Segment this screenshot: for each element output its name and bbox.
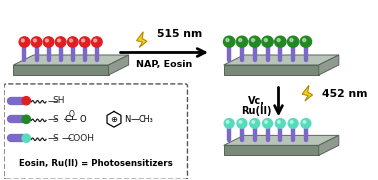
Polygon shape bbox=[14, 65, 108, 75]
Circle shape bbox=[239, 121, 242, 123]
Text: —: — bbox=[48, 96, 57, 106]
Polygon shape bbox=[136, 32, 147, 47]
Circle shape bbox=[22, 134, 31, 142]
Circle shape bbox=[275, 36, 286, 47]
Text: 452 nm: 452 nm bbox=[322, 89, 368, 99]
Circle shape bbox=[249, 36, 260, 47]
Circle shape bbox=[262, 36, 273, 47]
Text: ⊕: ⊕ bbox=[110, 115, 118, 124]
Circle shape bbox=[94, 39, 97, 42]
Circle shape bbox=[57, 39, 60, 42]
Circle shape bbox=[70, 39, 73, 42]
Circle shape bbox=[223, 36, 235, 47]
Circle shape bbox=[290, 39, 293, 42]
Circle shape bbox=[43, 37, 54, 47]
Text: O: O bbox=[69, 110, 74, 119]
Polygon shape bbox=[319, 55, 339, 75]
Text: COOH: COOH bbox=[67, 134, 94, 143]
Text: C: C bbox=[64, 115, 70, 124]
Polygon shape bbox=[224, 145, 319, 155]
Circle shape bbox=[67, 37, 78, 47]
Circle shape bbox=[91, 37, 102, 47]
Text: SH: SH bbox=[53, 96, 65, 105]
Polygon shape bbox=[224, 135, 339, 145]
Text: NAP, Eosin: NAP, Eosin bbox=[136, 60, 192, 69]
Circle shape bbox=[303, 121, 306, 123]
Polygon shape bbox=[14, 55, 129, 65]
Circle shape bbox=[301, 119, 311, 128]
Circle shape bbox=[224, 119, 234, 128]
Circle shape bbox=[239, 39, 242, 42]
Circle shape bbox=[287, 36, 299, 47]
Text: —: — bbox=[61, 133, 71, 143]
Circle shape bbox=[19, 37, 30, 47]
Circle shape bbox=[251, 39, 255, 42]
Circle shape bbox=[252, 121, 255, 123]
Circle shape bbox=[265, 121, 267, 123]
Circle shape bbox=[276, 119, 285, 128]
Circle shape bbox=[45, 39, 48, 42]
Circle shape bbox=[226, 121, 229, 123]
Text: 515 nm: 515 nm bbox=[157, 29, 202, 39]
Text: Ru(II): Ru(II) bbox=[241, 106, 272, 116]
Circle shape bbox=[250, 119, 260, 128]
Circle shape bbox=[22, 97, 31, 105]
Text: CH₃: CH₃ bbox=[138, 115, 153, 124]
Circle shape bbox=[277, 39, 280, 42]
Text: —: — bbox=[48, 133, 57, 143]
Polygon shape bbox=[224, 55, 339, 65]
Text: Eosin, Ru(II) = Photosensitizers: Eosin, Ru(II) = Photosensitizers bbox=[19, 159, 173, 168]
Polygon shape bbox=[224, 65, 319, 75]
Circle shape bbox=[22, 115, 31, 123]
Circle shape bbox=[55, 37, 66, 47]
Circle shape bbox=[31, 37, 42, 47]
Text: —: — bbox=[48, 114, 57, 124]
Text: Vc,: Vc, bbox=[248, 96, 265, 106]
Circle shape bbox=[264, 39, 267, 42]
Text: —: — bbox=[131, 115, 140, 124]
Polygon shape bbox=[302, 85, 313, 101]
Circle shape bbox=[300, 36, 311, 47]
Circle shape bbox=[236, 36, 248, 47]
Text: N: N bbox=[124, 115, 131, 124]
Circle shape bbox=[82, 39, 85, 42]
Text: O: O bbox=[79, 115, 86, 124]
Polygon shape bbox=[108, 55, 129, 75]
Circle shape bbox=[22, 39, 24, 42]
Circle shape bbox=[303, 39, 306, 42]
Text: S: S bbox=[53, 134, 58, 143]
Circle shape bbox=[288, 119, 298, 128]
Circle shape bbox=[263, 119, 273, 128]
Circle shape bbox=[290, 121, 293, 123]
Circle shape bbox=[226, 39, 229, 42]
FancyBboxPatch shape bbox=[4, 84, 187, 179]
Circle shape bbox=[237, 119, 247, 128]
Circle shape bbox=[33, 39, 36, 42]
Polygon shape bbox=[319, 135, 339, 155]
Text: S: S bbox=[53, 115, 58, 124]
Circle shape bbox=[277, 121, 280, 123]
Circle shape bbox=[79, 37, 90, 47]
